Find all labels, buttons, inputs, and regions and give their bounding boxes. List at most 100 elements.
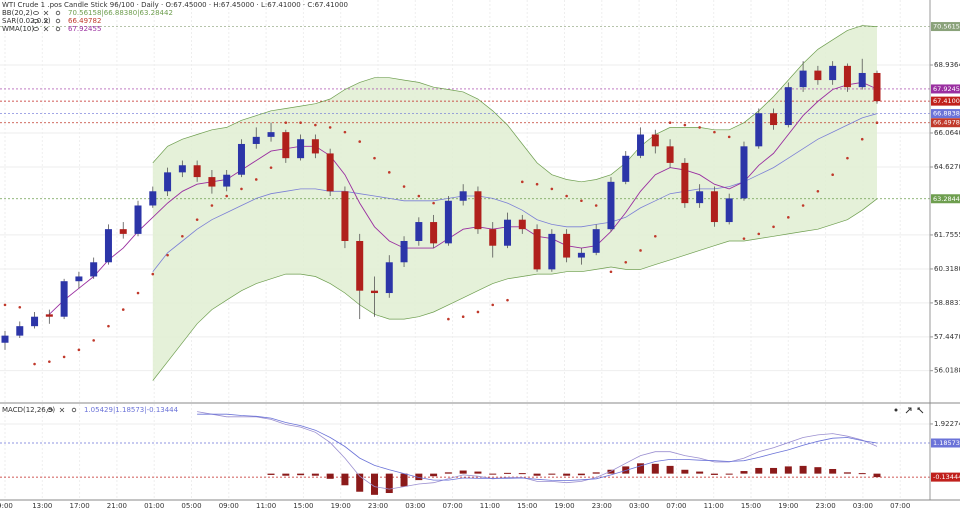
candle-body [341,191,349,241]
histogram-bar [666,465,674,474]
histogram-bar [548,473,556,475]
histogram-bar [385,473,393,494]
sar-dot [181,234,184,238]
time-label: 07:00 [666,502,686,510]
candle-body [45,314,53,317]
candle-body [208,177,216,187]
histogram-bar [533,473,541,476]
histogram-bar [297,473,305,476]
price-tag [931,96,960,106]
candle-body [814,70,822,81]
sar-dot [476,310,480,314]
time-label: 23:00 [368,502,388,510]
sar-dot [565,194,568,198]
candle-body [356,240,364,291]
time-label: 07:00 [443,502,463,510]
sar-dot [92,339,95,342]
sar-dot [240,187,243,191]
histogram-bar [770,467,778,474]
time-label: 01:00 [144,502,164,510]
candle-body [592,229,600,253]
y-tick-label: 60.31805 [934,265,960,273]
sar-dot [269,166,273,169]
y-tick-label: 58.88317 [934,299,960,307]
legend-icons[interactable] [33,10,77,413]
time-label: 21:00 [107,502,127,510]
candle-body [504,219,512,246]
legend-readout: 70.56158|66.88380|63.28442 [68,9,173,17]
candle-info: Candle Stick 96/100 · Daily · O:67.45000… [64,1,348,9]
sar-dot [166,253,169,257]
histogram-bar [784,466,792,474]
y-tick-label: 68.93640 [934,61,960,69]
histogram-bar [681,469,689,474]
time-label: 03:00 [629,502,649,510]
time-label: 19:00 [331,502,351,510]
time-label: 13:00 [32,502,52,510]
time-label: 15:00 [517,502,537,510]
legend-label: SAR(0.02,0.2) [2,17,51,25]
histogram-bar [563,473,571,476]
sar-dot [594,204,598,207]
candle-body [385,262,393,294]
histogram-bar [430,473,438,477]
sar-dot [417,194,421,198]
macd-readout: 1.05429|1.18573|-0.13444 [84,406,179,414]
candle-body [666,146,674,163]
sar-dot [77,348,81,352]
price-tag-label: 66.49782 [933,119,960,127]
sar-dot [757,232,761,236]
histogram-bar [651,463,659,474]
candle-body [548,233,556,270]
sar-dot [535,182,539,186]
time-label: 11:00 [256,502,276,510]
candle-body [237,143,245,175]
candle-body [1,335,9,343]
candle-body [104,229,112,263]
sar-dot [432,201,435,205]
back-layer [0,0,933,500]
sar-dot [491,303,495,307]
time-label: 23:00 [816,502,836,510]
histogram-bar [799,465,807,474]
y-tick-label: 64.62707 [934,163,960,171]
candle-body [873,72,881,102]
time-label: 15:00 [741,502,761,510]
sar-dot [343,130,347,134]
candle-body [149,191,157,206]
histogram-bar [829,468,837,474]
candle-body [444,200,452,244]
sar-dot [48,360,51,363]
sar-dot [787,216,790,219]
sar-dot [254,178,258,181]
candle-body [770,113,778,126]
candle-body [400,240,408,263]
candle-body [370,290,378,294]
candle-body [223,174,231,187]
sar-dot [654,234,657,238]
sar-dot [3,303,7,307]
sar-dot [816,189,820,193]
price-tag-label: -0.13444 [933,473,960,481]
price-tag-label: 67.92450 [933,85,960,93]
candle-body [164,172,172,192]
candle-body [134,205,142,234]
sar-dot [358,140,362,143]
candle-body [282,132,290,159]
sar-dot [801,204,805,207]
sar-dot [713,130,716,134]
histogram-bar [814,467,822,474]
panel-controls[interactable] [894,407,924,414]
symbol-title: WTI Crude 1 .pos [2,1,62,9]
sar-dot [772,225,775,229]
histogram-bar [267,473,275,475]
candle-body [577,252,585,258]
sar-dot [210,204,214,207]
candle-body [843,65,851,88]
time-label: 11:00 [704,502,724,510]
candle-body [740,146,748,199]
histogram-bar [370,473,378,495]
candle-body [178,165,186,173]
